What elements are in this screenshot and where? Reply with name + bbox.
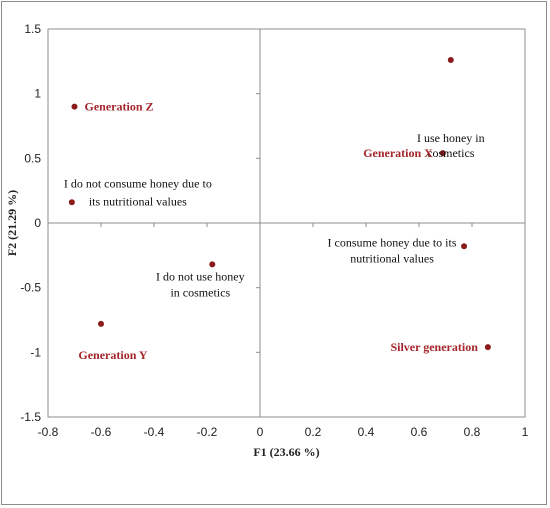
data-point [439,150,446,157]
x-tick-labels: -0.8 -0.6 -0.4 -0.2 0 0.2 0.4 0.6 0.8 1 [38,425,529,439]
x-tick-label: -0.6 [91,425,112,439]
data-points [68,57,491,351]
point-label: I do not use honey in cosmetics [156,269,245,299]
data-point [71,103,78,110]
point-label: I use honey in cosmetics [417,131,485,160]
data-point [68,199,75,206]
x-tick-label: -0.8 [38,425,59,439]
y-tick-label: -0.5 [20,281,41,295]
data-point [447,57,454,64]
point-label: I do not consume honey due to its nutriti… [64,176,212,208]
x-tick-label: 0.4 [358,425,375,439]
axes [47,28,526,418]
point-label: Generation Z [85,100,154,114]
y-tick-label: 0 [34,216,41,230]
x-tick-label: 0.2 [305,425,322,439]
point-label: Generation X [363,146,433,160]
y-tick-labels: 1.5 1 0.5 0 -0.5 -1 -1.5 [20,22,41,424]
point-label: I consume honey due to its nutritional va… [328,235,457,265]
x-tick-label: -0.4 [144,425,165,439]
x-tick-label: 1 [522,425,529,439]
data-point [98,320,104,327]
data-point [209,261,216,268]
y-tick-label: 1 [34,87,41,101]
y-tick-label: -1 [30,345,41,359]
x-tick-label: 0.6 [411,425,428,439]
y-tick-label: -1.5 [20,410,41,424]
point-label: Silver generation [390,340,478,354]
y-tick-label: 0.5 [24,151,41,165]
x-tick-label: 0 [257,425,264,439]
point-label: Generation Y [78,348,148,362]
x-tick-label: -0.2 [197,425,218,439]
x-axis-title: F1 (23.66 %) [253,445,319,459]
x-tick-label: 0.8 [464,425,481,439]
data-point [484,344,491,351]
data-point [461,243,468,250]
y-tick-label: 1.5 [24,22,41,36]
y-axis-title: F2 (21.29 %) [5,190,19,256]
